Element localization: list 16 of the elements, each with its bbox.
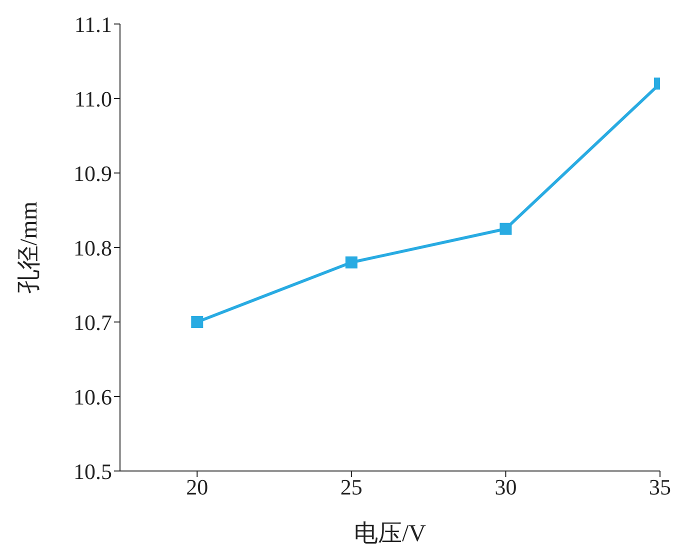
y-axis-title: 孔径/mm [16, 201, 43, 294]
point [345, 256, 358, 268]
y-tick-label: 11.0 [74, 86, 112, 112]
y-tick-label: 10.9 [74, 160, 112, 186]
point [500, 222, 512, 235]
y-tick-label: 10.5 [74, 458, 112, 484]
x-axis-title: 电压/V [354, 521, 427, 547]
y-tick-label: 10.6 [74, 384, 112, 410]
y-tick-label: 11.1 [74, 12, 112, 37]
x-tick-label: 30 [494, 474, 517, 500]
y-tick-label: 10.8 [74, 235, 112, 260]
x-tick-label: 20 [186, 474, 208, 500]
point [191, 316, 204, 328]
x-tick-label: 25 [340, 474, 362, 500]
x-tick-label: 35 [649, 474, 671, 500]
y-tick-label: 10.7 [74, 310, 112, 335]
